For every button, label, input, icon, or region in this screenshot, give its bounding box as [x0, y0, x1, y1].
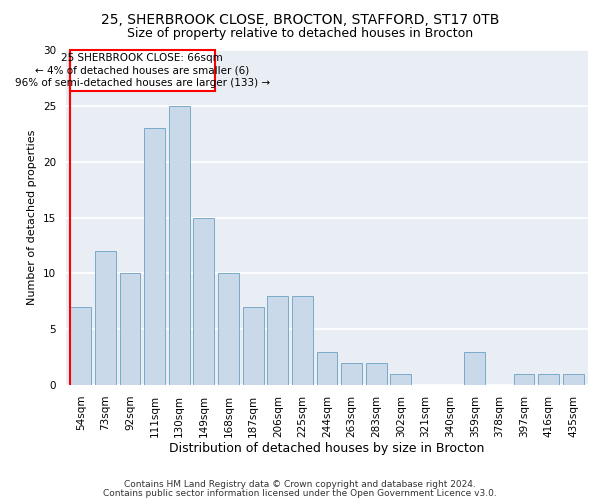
Y-axis label: Number of detached properties: Number of detached properties — [28, 130, 37, 305]
Text: Contains HM Land Registry data © Crown copyright and database right 2024.: Contains HM Land Registry data © Crown c… — [124, 480, 476, 489]
Text: Contains public sector information licensed under the Open Government Licence v3: Contains public sector information licen… — [103, 488, 497, 498]
Text: 96% of semi-detached houses are larger (133) →: 96% of semi-detached houses are larger (… — [15, 78, 270, 88]
Bar — [292, 296, 313, 385]
X-axis label: Distribution of detached houses by size in Brocton: Distribution of detached houses by size … — [169, 442, 485, 456]
Bar — [317, 352, 337, 385]
Text: 25 SHERBROOK CLOSE: 66sqm: 25 SHERBROOK CLOSE: 66sqm — [61, 54, 223, 64]
Text: 25, SHERBROOK CLOSE, BROCTON, STAFFORD, ST17 0TB: 25, SHERBROOK CLOSE, BROCTON, STAFFORD, … — [101, 12, 499, 26]
Bar — [119, 274, 140, 385]
Bar — [169, 106, 190, 385]
Bar — [538, 374, 559, 385]
FancyBboxPatch shape — [70, 50, 215, 92]
Bar — [341, 362, 362, 385]
Bar — [563, 374, 584, 385]
Bar — [144, 128, 165, 385]
Text: Size of property relative to detached houses in Brocton: Size of property relative to detached ho… — [127, 28, 473, 40]
Bar — [218, 274, 239, 385]
Bar — [464, 352, 485, 385]
Bar — [267, 296, 288, 385]
Bar — [366, 362, 387, 385]
Text: ← 4% of detached houses are smaller (6): ← 4% of detached houses are smaller (6) — [35, 66, 250, 76]
Bar — [70, 307, 91, 385]
Bar — [242, 307, 263, 385]
Bar — [193, 218, 214, 385]
Bar — [514, 374, 535, 385]
Bar — [95, 251, 116, 385]
Bar — [391, 374, 412, 385]
